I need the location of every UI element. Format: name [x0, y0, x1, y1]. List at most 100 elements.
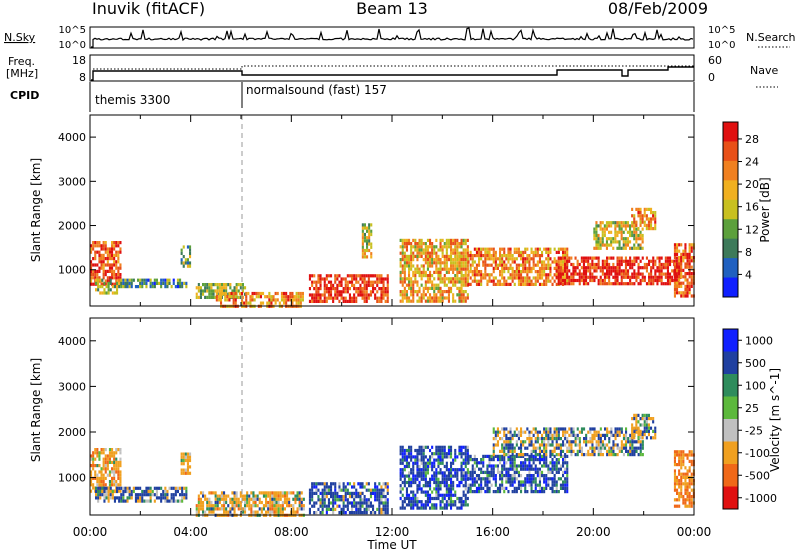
data-cell [230, 291, 233, 296]
data-cell [480, 282, 483, 286]
data-cell [562, 266, 565, 270]
data-cell [445, 493, 448, 497]
data-cell [292, 507, 295, 511]
data-cell [622, 446, 625, 450]
data-cell [473, 270, 476, 274]
data-cell [204, 510, 207, 514]
data-cell [629, 266, 632, 270]
data-cell [408, 274, 411, 278]
data-cell [382, 293, 385, 297]
data-cell [217, 298, 220, 302]
data-cell [90, 279, 93, 283]
data-cell [627, 449, 630, 453]
data-cell [166, 499, 169, 503]
data-cell [399, 270, 402, 274]
data-cell [368, 239, 371, 243]
data-cell [534, 477, 537, 481]
data-cell [311, 504, 314, 508]
data-cell [684, 498, 687, 502]
data-cell [547, 443, 550, 447]
data-cell [570, 446, 573, 450]
data-cell [403, 242, 406, 246]
data-cell [143, 278, 146, 282]
data-cell [382, 501, 385, 505]
data-cell [115, 276, 118, 280]
data-cell [494, 430, 497, 434]
data-cell [378, 274, 381, 278]
data-cell [478, 474, 481, 478]
nave-label: Nave [750, 64, 778, 77]
data-cell [520, 464, 523, 468]
data-cell [90, 266, 93, 270]
data-cell [676, 249, 679, 253]
data-cell [637, 282, 640, 286]
data-cell [620, 427, 623, 431]
data-cell [541, 486, 544, 490]
data-cell [505, 486, 508, 490]
data-cell [551, 282, 554, 286]
data-cell [95, 281, 98, 285]
data-cell [106, 253, 109, 257]
data-cell [160, 496, 163, 500]
cpid-segment-normalsound: normalsound (fast) 157 [246, 83, 387, 97]
data-cell [426, 496, 429, 501]
data-cell [166, 489, 169, 494]
data-cell [624, 262, 627, 267]
data-cell [507, 446, 510, 450]
data-cell [94, 448, 97, 452]
data-cell [486, 474, 489, 478]
data-cell [111, 451, 114, 455]
data-cell [464, 480, 467, 485]
data-cell [239, 491, 242, 495]
data-cell [555, 275, 558, 279]
data-cell [595, 446, 598, 450]
data-cell [622, 272, 625, 276]
data-cell [618, 243, 621, 247]
data-cell [279, 494, 282, 498]
data-cell [528, 458, 531, 462]
data-cell [208, 491, 211, 495]
data-cell [503, 266, 506, 270]
data-cell [300, 497, 303, 501]
data-cell [437, 493, 440, 497]
freq-tick-top: 18 [72, 54, 86, 67]
data-cell [458, 290, 461, 294]
data-cell [359, 293, 362, 297]
data-cell [690, 479, 693, 483]
data-cell [458, 480, 461, 485]
freq-label-line1: Freq. [8, 55, 35, 68]
data-cell [386, 498, 389, 502]
data-cell [610, 240, 613, 244]
data-cell [111, 266, 114, 270]
data-cell [509, 273, 512, 277]
data-cell [176, 281, 179, 285]
data-cell [96, 273, 99, 277]
data-cell [311, 274, 314, 278]
data-cell [480, 483, 483, 487]
data-cell [526, 446, 529, 450]
data-cell [627, 453, 630, 457]
data-cell [678, 259, 681, 263]
data-cell [538, 449, 541, 453]
data-cell [405, 496, 408, 501]
data-cell [513, 477, 516, 481]
data-cell [608, 449, 611, 453]
data-cell [96, 241, 99, 245]
data-cell [522, 263, 525, 267]
data-cell [566, 440, 569, 444]
data-cell [618, 449, 621, 453]
data-cell [92, 464, 95, 468]
data-cell [104, 454, 107, 458]
data-cell [688, 491, 691, 495]
data-cell [334, 507, 337, 511]
data-cell [620, 269, 623, 273]
data-cell [582, 282, 585, 286]
data-cell [676, 479, 679, 483]
data-cell [408, 267, 411, 271]
data-cell [102, 260, 105, 264]
data-cell [524, 453, 527, 457]
data-cell [454, 242, 457, 246]
data-cell [688, 453, 691, 457]
data-cell [90, 269, 93, 273]
data-cell [96, 454, 99, 458]
